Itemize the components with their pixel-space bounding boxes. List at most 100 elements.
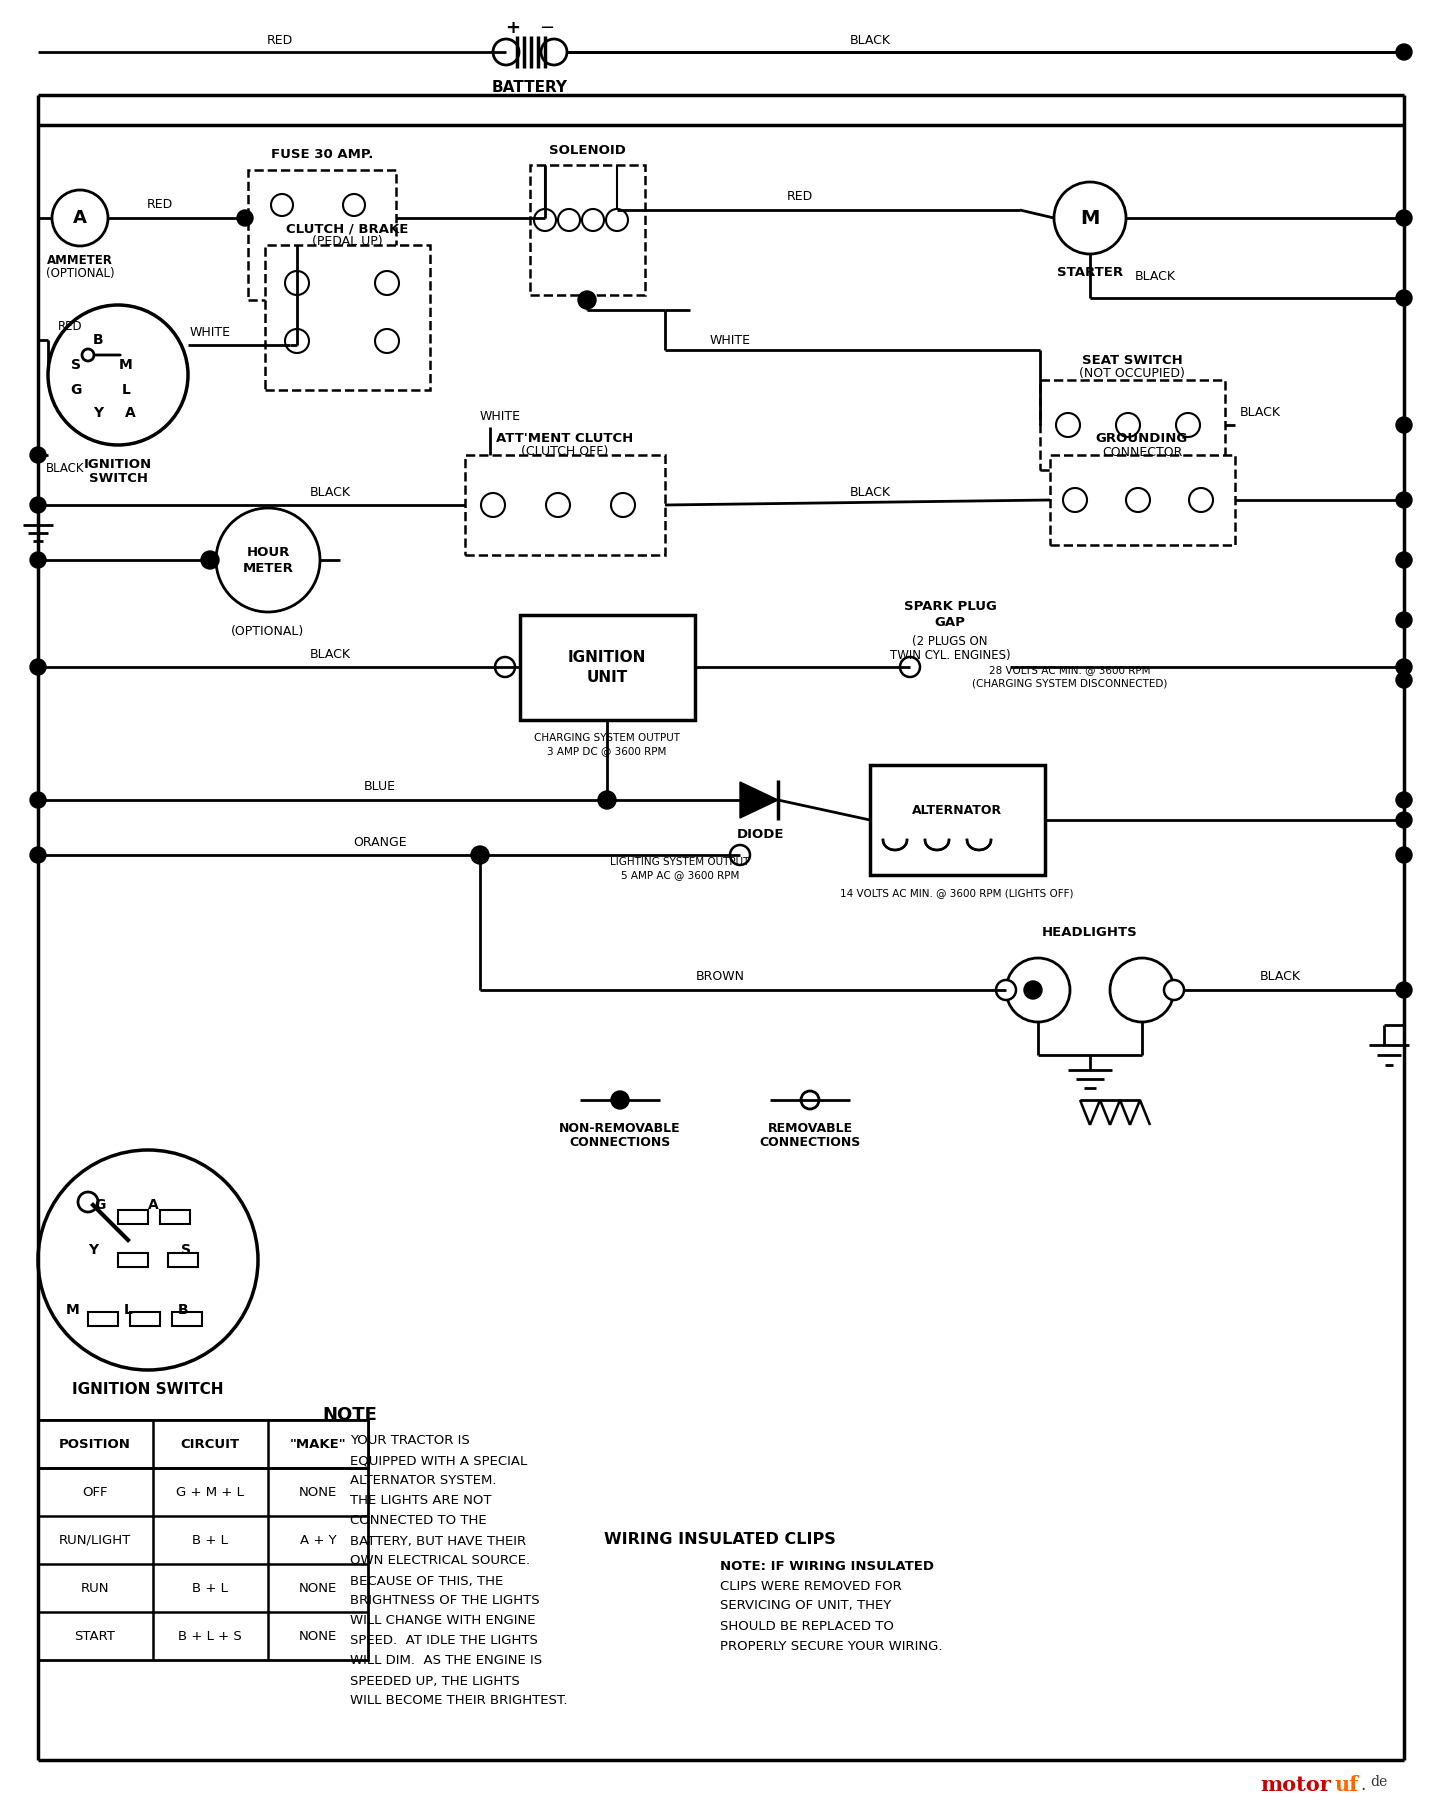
Text: GAP: GAP <box>934 616 966 630</box>
Circle shape <box>598 790 616 808</box>
Text: 5 AMP AC @ 3600 RPM: 5 AMP AC @ 3600 RPM <box>622 869 740 880</box>
Text: CONNECTIONS: CONNECTIONS <box>760 1136 861 1150</box>
Text: AMMETER: AMMETER <box>48 254 112 266</box>
Bar <box>88 1312 118 1327</box>
Circle shape <box>1063 488 1087 511</box>
Text: uf: uf <box>1335 1775 1360 1795</box>
Circle shape <box>495 657 515 677</box>
Text: A + Y: A + Y <box>300 1534 336 1546</box>
Circle shape <box>271 248 293 272</box>
Text: +: + <box>506 20 521 38</box>
Circle shape <box>1110 958 1174 1022</box>
Text: BLACK: BLACK <box>1240 405 1280 419</box>
Circle shape <box>286 329 309 353</box>
Text: POSITION: POSITION <box>59 1438 131 1451</box>
Bar <box>521 616 695 720</box>
Circle shape <box>1190 488 1213 511</box>
Circle shape <box>48 304 187 445</box>
Circle shape <box>1126 488 1151 511</box>
Text: "MAKE": "MAKE" <box>290 1438 346 1451</box>
Text: WILL DIM.  AS THE ENGINE IS: WILL DIM. AS THE ENGINE IS <box>350 1654 542 1667</box>
Bar <box>531 166 645 295</box>
Text: ATT'MENT CLUTCH: ATT'MENT CLUTCH <box>496 432 633 446</box>
Text: BLACK: BLACK <box>310 648 350 661</box>
Text: RUN/LIGHT: RUN/LIGHT <box>59 1534 131 1546</box>
Circle shape <box>1396 211 1412 227</box>
Text: S: S <box>71 358 81 373</box>
Circle shape <box>482 493 505 517</box>
Text: DIODE: DIODE <box>737 828 784 842</box>
Circle shape <box>1396 848 1412 862</box>
Text: A: A <box>124 407 136 419</box>
Text: ORANGE: ORANGE <box>353 835 407 848</box>
Text: (CHARGING SYSTEM DISCONNECTED): (CHARGING SYSTEM DISCONNECTED) <box>972 679 1168 688</box>
Text: BLACK: BLACK <box>1135 270 1175 283</box>
Circle shape <box>1396 659 1412 675</box>
Text: B + L + S: B + L + S <box>179 1629 242 1642</box>
Text: WILL BECOME THEIR BRIGHTEST.: WILL BECOME THEIR BRIGHTEST. <box>350 1694 568 1708</box>
Text: BROWN: BROWN <box>695 970 744 983</box>
Circle shape <box>343 194 365 216</box>
Circle shape <box>1056 412 1080 437</box>
Text: BLACK: BLACK <box>1259 970 1301 983</box>
Bar <box>870 765 1045 875</box>
Text: IGNITION: IGNITION <box>568 650 646 664</box>
Text: BLUE: BLUE <box>363 781 397 794</box>
Text: RED: RED <box>58 320 82 333</box>
Circle shape <box>1164 979 1184 1001</box>
Text: (OPTIONAL): (OPTIONAL) <box>46 268 114 281</box>
Circle shape <box>541 40 567 65</box>
Text: LIGHTING SYSTEM OUTPUT: LIGHTING SYSTEM OUTPUT <box>610 857 750 868</box>
Text: OWN ELECTRICAL SOURCE.: OWN ELECTRICAL SOURCE. <box>350 1555 531 1568</box>
Text: GROUNDING: GROUNDING <box>1096 432 1188 446</box>
Circle shape <box>1396 983 1412 997</box>
Text: REMOVABLE: REMOVABLE <box>767 1121 852 1134</box>
Circle shape <box>1396 812 1412 828</box>
Bar <box>172 1312 202 1327</box>
Circle shape <box>534 209 557 230</box>
Bar <box>37 1420 368 1660</box>
Text: B: B <box>92 333 104 347</box>
Text: RED: RED <box>147 198 173 212</box>
Text: L: L <box>121 383 130 398</box>
Circle shape <box>216 508 320 612</box>
Text: (OPTIONAL): (OPTIONAL) <box>231 626 304 639</box>
Circle shape <box>1007 958 1070 1022</box>
Text: STARTER: STARTER <box>1057 266 1123 279</box>
Text: BECAUSE OF THIS, THE: BECAUSE OF THIS, THE <box>350 1575 503 1588</box>
Circle shape <box>236 211 252 227</box>
Circle shape <box>996 979 1017 1001</box>
Text: M: M <box>66 1303 79 1318</box>
Text: FUSE 30 AMP.: FUSE 30 AMP. <box>271 149 373 162</box>
Circle shape <box>30 497 46 513</box>
Circle shape <box>375 272 399 295</box>
Circle shape <box>558 209 580 230</box>
Bar <box>1040 380 1226 470</box>
Circle shape <box>1396 553 1412 569</box>
Text: SPARK PLUG: SPARK PLUG <box>904 601 996 614</box>
Circle shape <box>800 1091 819 1109</box>
Bar <box>118 1253 149 1267</box>
Text: BLACK: BLACK <box>849 486 891 499</box>
Circle shape <box>343 248 365 272</box>
Text: ALTERNATOR: ALTERNATOR <box>911 803 1002 817</box>
Text: NON-REMOVABLE: NON-REMOVABLE <box>559 1121 681 1134</box>
Text: YOUR TRACTOR IS: YOUR TRACTOR IS <box>350 1435 470 1447</box>
Text: B: B <box>177 1303 189 1318</box>
Circle shape <box>1396 671 1412 688</box>
Circle shape <box>547 493 570 517</box>
Text: de: de <box>1370 1775 1387 1789</box>
Circle shape <box>30 446 46 463</box>
Text: Y: Y <box>88 1244 98 1256</box>
Circle shape <box>78 1192 98 1211</box>
Text: CLIPS WERE REMOVED FOR: CLIPS WERE REMOVED FOR <box>720 1580 901 1593</box>
Text: SHOULD BE REPLACED TO: SHOULD BE REPLACED TO <box>720 1620 894 1633</box>
Circle shape <box>606 209 629 230</box>
Bar <box>169 1253 198 1267</box>
Text: Y: Y <box>92 407 102 419</box>
Circle shape <box>82 349 94 362</box>
Text: RED: RED <box>267 34 293 47</box>
Text: START: START <box>75 1629 115 1642</box>
Text: NONE: NONE <box>298 1629 337 1642</box>
Text: OFF: OFF <box>82 1485 108 1498</box>
